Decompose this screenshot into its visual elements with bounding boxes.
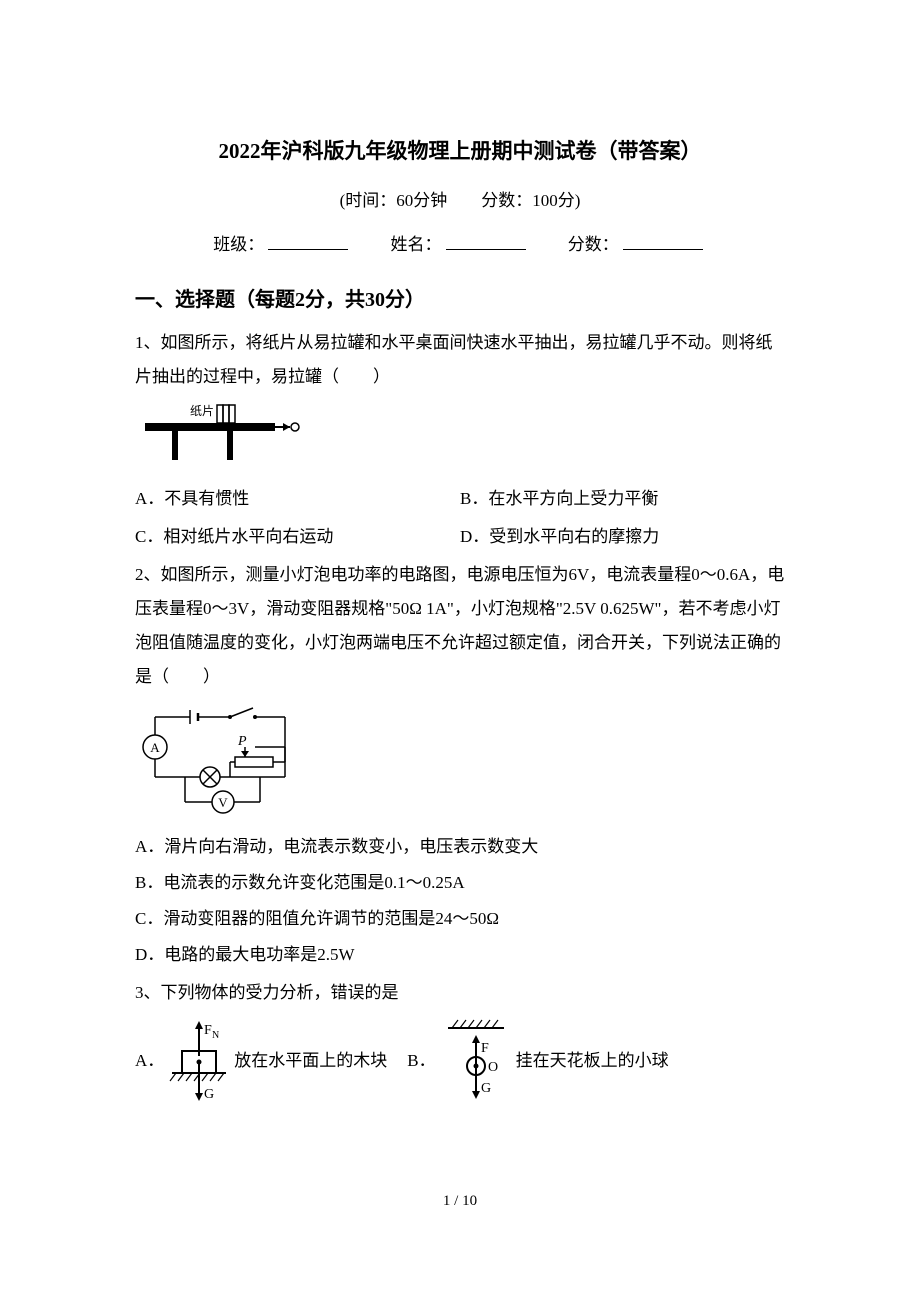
q3-optA-label: A． <box>135 1044 164 1078</box>
score-label: 分数： <box>568 235 619 254</box>
q1-text: 1、如图所示，将纸片从易拉罐和水平桌面间快速水平抽出，易拉罐几乎不动。则将纸片抽… <box>135 326 785 394</box>
q1-optC: C．相对纸片水平向右运动 <box>135 520 460 554</box>
name-label: 姓名： <box>391 235 442 254</box>
class-blank <box>268 233 348 250</box>
q2-figure: A P V <box>135 702 785 822</box>
svg-text:G: G <box>204 1087 214 1102</box>
q3-options: A． F N <box>135 1016 785 1106</box>
q3-optA-text: 放在水平面上的木块 <box>234 1044 387 1078</box>
q3-optA: A． F N <box>135 1016 387 1106</box>
q1-optA: A．不具有惯性 <box>135 482 460 516</box>
q3-optB-text: 挂在天花板上的小球 <box>516 1044 669 1078</box>
question-1: 1、如图所示，将纸片从易拉罐和水平桌面间快速水平抽出，易拉罐几乎不动。则将纸片抽… <box>135 326 785 554</box>
time-score: (时间：60分钟 分数：100分) <box>135 184 785 218</box>
q2-optB: B．电流表的示数允许变化范围是0.1～0.25A <box>135 866 785 900</box>
svg-text:N: N <box>212 1030 219 1041</box>
page-number: 1 / 10 <box>135 1186 785 1216</box>
svg-text:V: V <box>218 795 228 810</box>
q2-text: 2、如图所示，测量小灯泡电功率的电路图，电源电压恒为6V，电流表量程0～0.6A… <box>135 558 785 694</box>
question-2: 2、如图所示，测量小灯泡电功率的电路图，电源电压恒为6V，电流表量程0～0.6A… <box>135 558 785 972</box>
q1-figure: 纸片 <box>135 402 785 474</box>
exam-title: 2022年沪科版九年级物理上册期中测试卷（带答案） <box>135 130 785 172</box>
q1-options-row1: A．不具有惯性 B．在水平方向上受力平衡 <box>135 482 785 516</box>
q3-figB: F O G <box>436 1016 516 1106</box>
q1-optB: B．在水平方向上受力平衡 <box>460 482 785 516</box>
q3-optB: B． F O G <box>407 1016 668 1106</box>
paper-label: 纸片 <box>190 404 214 418</box>
score-blank <box>623 233 703 250</box>
q3-figA: F N G <box>164 1016 234 1106</box>
q1-options-row2: C．相对纸片水平向右运动 D．受到水平向右的摩擦力 <box>135 520 785 554</box>
q2-optA: A．滑片向右滑动，电流表示数变小，电压表示数变大 <box>135 830 785 864</box>
q2-optC: C．滑动变阻器的阻值允许调节的范围是24～50Ω <box>135 902 785 936</box>
svg-text:A: A <box>150 740 160 755</box>
svg-text:F: F <box>481 1041 489 1056</box>
svg-text:G: G <box>481 1081 491 1096</box>
q1-optD: D．受到水平向右的摩擦力 <box>460 520 785 554</box>
question-3: 3、下列物体的受力分析，错误的是 A． F N <box>135 976 785 1106</box>
svg-text:F: F <box>204 1023 212 1038</box>
q3-text: 3、下列物体的受力分析，错误的是 <box>135 976 785 1010</box>
section1-heading: 一、选择题（每题2分，共30分） <box>135 280 785 320</box>
q2-optD: D．电路的最大电功率是2.5W <box>135 938 785 972</box>
q3-optB-label: B． <box>407 1044 435 1078</box>
class-label: 班级： <box>213 235 264 254</box>
name-blank <box>446 233 526 250</box>
svg-text:O: O <box>488 1060 498 1075</box>
svg-text:P: P <box>237 734 247 749</box>
student-info: 班级： 姓名： 分数： <box>135 228 785 262</box>
